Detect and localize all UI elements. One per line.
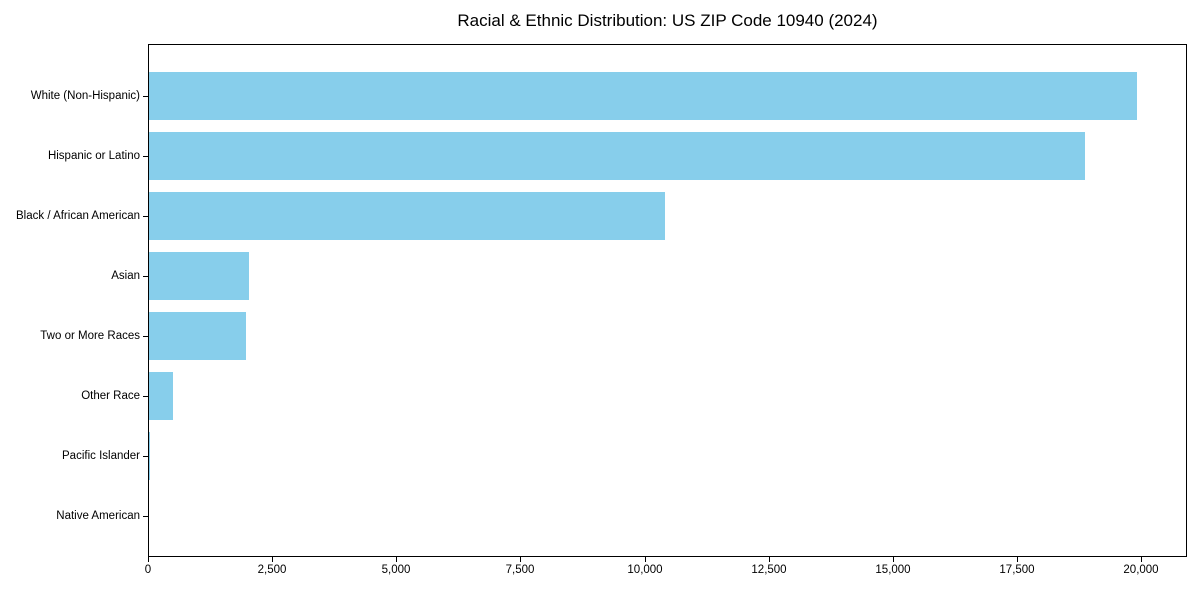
x-tick-label: 20,000 — [1123, 564, 1159, 576]
x-tick-label: 5,000 — [381, 564, 411, 576]
x-tick-mark — [520, 557, 521, 562]
bar-pacific-islander — [149, 432, 150, 480]
chart-title: Racial & Ethnic Distribution: US ZIP Cod… — [457, 11, 878, 30]
x-tick-mark — [396, 557, 397, 562]
plot-area — [148, 44, 1187, 557]
x-tick-label: 7,500 — [505, 564, 535, 576]
x-tick-mark — [1017, 557, 1018, 562]
y-tick-label: Other Race — [81, 390, 140, 402]
bar-hispanic-or-latino — [149, 132, 1085, 180]
x-tick-mark — [645, 557, 646, 562]
y-tick-mark — [143, 336, 148, 337]
y-tick-mark — [143, 456, 148, 457]
x-tick-mark — [1141, 557, 1142, 562]
y-tick-mark — [143, 396, 148, 397]
x-tick-label: 12,500 — [751, 564, 787, 576]
y-tick-label: Pacific Islander — [62, 450, 140, 462]
x-tick-mark — [893, 557, 894, 562]
x-tick-mark — [769, 557, 770, 562]
x-tick-label: 15,000 — [875, 564, 911, 576]
x-tick-label: 0 — [144, 564, 152, 576]
y-tick-label: Two or More Races — [40, 330, 140, 342]
y-tick-mark — [143, 516, 148, 517]
bar-other-race — [149, 372, 173, 420]
x-tick-label: 10,000 — [627, 564, 663, 576]
bar-two-or-more-races — [149, 312, 246, 360]
y-tick-mark — [143, 156, 148, 157]
y-tick-mark — [143, 96, 148, 97]
y-tick-label: Native American — [56, 510, 140, 522]
bar-white-non-hispanic — [149, 72, 1137, 120]
y-tick-label: White (Non-Hispanic) — [30, 90, 140, 102]
y-tick-mark — [143, 276, 148, 277]
x-tick-label: 17,500 — [999, 564, 1035, 576]
y-tick-mark — [143, 216, 148, 217]
y-tick-label: Asian — [111, 270, 140, 282]
x-tick-mark — [148, 557, 149, 562]
bar-asian — [149, 252, 249, 300]
x-tick-mark — [272, 557, 273, 562]
bar-black-african-american — [149, 192, 665, 240]
y-tick-label: Hispanic or Latino — [47, 150, 140, 162]
x-tick-label: 2,500 — [257, 564, 287, 576]
y-tick-label: Black / African American — [16, 210, 140, 222]
